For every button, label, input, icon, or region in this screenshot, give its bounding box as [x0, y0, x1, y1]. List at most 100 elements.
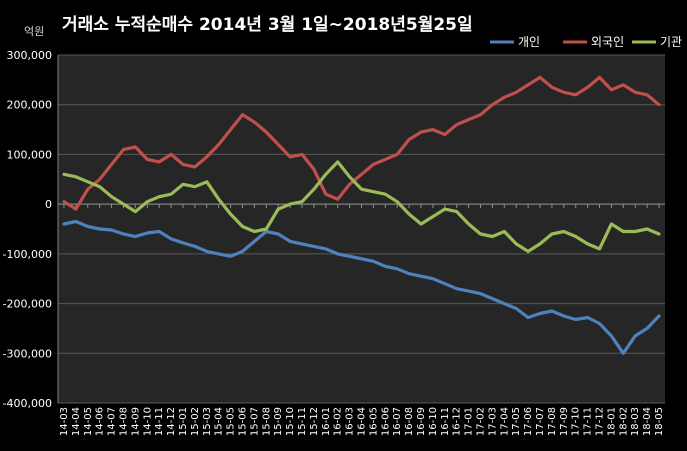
data-point	[336, 161, 339, 163]
data-point	[182, 183, 184, 186]
data-point	[324, 193, 327, 195]
data-point	[372, 190, 375, 193]
data-point	[134, 146, 137, 148]
legend-label: 기관	[660, 35, 682, 49]
data-point	[289, 156, 291, 158]
data-point	[348, 176, 351, 178]
data-point	[622, 230, 625, 233]
data-point	[75, 220, 77, 223]
data-point	[551, 86, 553, 89]
x-tick-label: 15-05	[226, 407, 237, 436]
data-point	[420, 275, 422, 278]
x-tick-label: 16-10	[428, 407, 439, 436]
data-point	[170, 153, 172, 156]
data-point	[610, 89, 613, 91]
data-point	[646, 93, 648, 96]
x-tick-label: 16-07	[392, 407, 403, 436]
data-point	[563, 230, 565, 233]
data-point	[444, 208, 446, 210]
data-point	[253, 230, 256, 233]
x-tick-label: 16-12	[452, 407, 463, 436]
x-tick-label: 15-11	[297, 407, 308, 436]
data-point	[563, 91, 565, 94]
data-point	[170, 238, 172, 240]
x-tick-label: 14-12	[166, 407, 177, 436]
data-point	[491, 235, 494, 238]
data-point	[86, 188, 89, 191]
data-point	[253, 240, 256, 243]
data-point	[396, 153, 399, 156]
y-unit-label: 억원	[24, 25, 44, 38]
data-point	[479, 233, 482, 235]
series-lines	[62, 75, 661, 355]
data-point	[396, 267, 399, 270]
y-tick-label: -200,000	[3, 298, 52, 311]
x-tick-label: 18-03	[630, 407, 641, 436]
data-point	[110, 229, 113, 231]
x-tick-label: 14-03	[59, 407, 70, 436]
data-point	[134, 210, 137, 213]
data-point	[479, 292, 482, 295]
data-point	[336, 253, 339, 255]
data-point	[515, 243, 518, 245]
x-tick-label: 17-07	[535, 407, 546, 436]
data-point	[634, 91, 637, 94]
data-point	[646, 228, 648, 230]
data-point	[539, 243, 541, 245]
data-point	[408, 272, 410, 275]
data-point	[158, 230, 160, 233]
data-point	[194, 185, 196, 188]
x-tick-label: 16-11	[440, 407, 451, 436]
data-point	[205, 250, 208, 253]
data-point	[217, 253, 220, 255]
data-point	[265, 228, 268, 230]
data-point	[467, 290, 470, 292]
x-tick-label: 15-01	[178, 407, 189, 436]
y-tick-label: 300,000	[7, 49, 53, 62]
data-point	[194, 166, 196, 168]
data-point	[241, 113, 244, 116]
data-point	[324, 248, 327, 250]
data-point	[479, 113, 482, 116]
y-tick-label: 100,000	[7, 148, 53, 161]
x-tick-label: 18-05	[654, 407, 665, 436]
data-point	[63, 173, 65, 176]
data-point	[98, 185, 101, 188]
data-point	[586, 243, 589, 245]
data-point	[277, 233, 279, 235]
x-tick-label: 16-08	[404, 407, 415, 436]
x-tick-label: 16-05	[368, 407, 379, 436]
x-axis: 14-03 14-04 14-05 14-06 14-07 14-08 14-09 14-10…	[59, 204, 665, 436]
data-point	[444, 282, 446, 285]
x-tick-label: 14-09	[130, 407, 141, 436]
data-point	[646, 327, 648, 330]
x-tick-label: 17-04	[499, 407, 510, 436]
data-point	[396, 200, 399, 203]
data-point	[158, 161, 160, 163]
data-point	[86, 180, 89, 183]
data-point	[384, 158, 387, 161]
x-tick-label: 14-04	[71, 407, 82, 436]
data-point	[658, 233, 660, 235]
chart-title: 거래소 누적순매수 2014년 3월 1일~2018년5월25일	[62, 15, 473, 35]
data-point	[598, 76, 601, 79]
legend-label: 개인	[518, 35, 540, 49]
data-point	[313, 245, 315, 248]
data-point	[146, 200, 149, 203]
x-tick-label: 17-03	[487, 407, 498, 436]
data-point	[574, 318, 577, 321]
data-point	[467, 223, 470, 225]
data-point	[515, 307, 518, 310]
data-point	[527, 250, 529, 253]
x-tick-label: 17-08	[547, 407, 558, 436]
data-point	[265, 230, 268, 233]
x-tick-label: 17-11	[583, 407, 594, 436]
data-point	[455, 210, 458, 213]
data-point	[503, 96, 506, 99]
data-point	[515, 91, 518, 94]
data-point	[336, 198, 339, 200]
data-point	[205, 180, 208, 183]
x-tick-label: 17-10	[571, 407, 582, 436]
x-tick-label: 17-09	[559, 407, 570, 436]
